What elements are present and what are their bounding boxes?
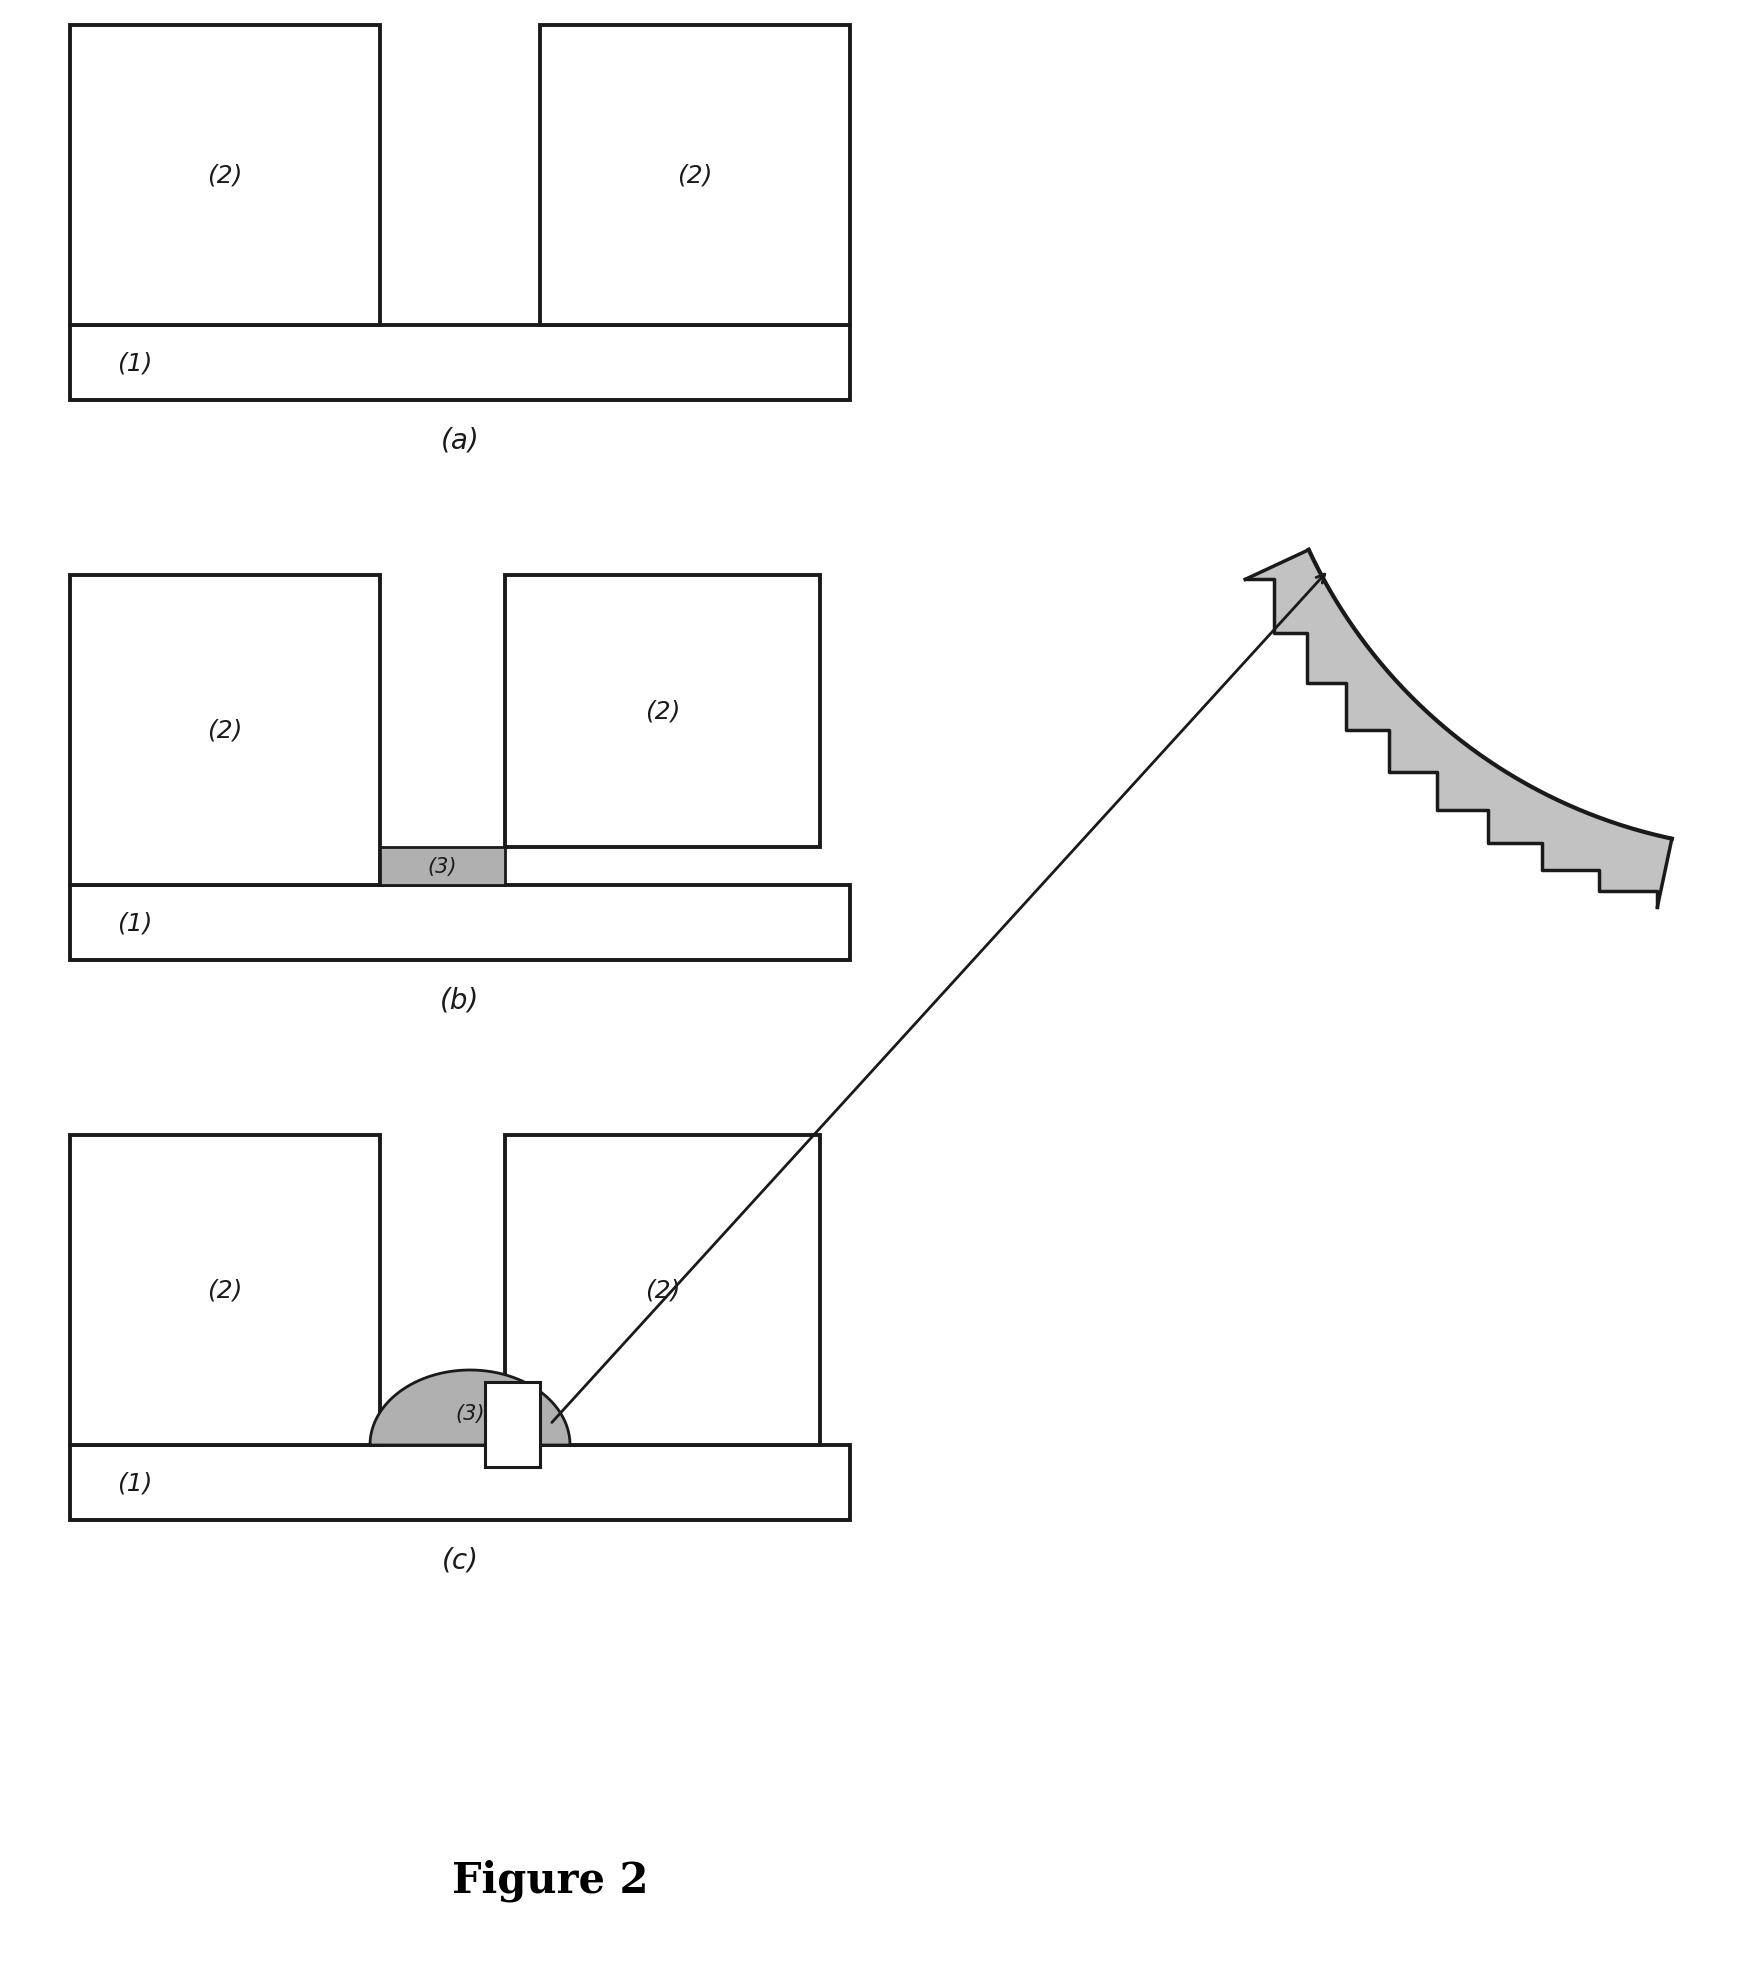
Text: (1): (1): [118, 1471, 153, 1495]
Bar: [70, 576, 380, 885]
Text: (2): (2): [677, 164, 712, 188]
Bar: [70, 327, 850, 400]
Bar: [70, 885, 850, 960]
Text: (b): (b): [440, 986, 480, 1014]
Text: (1): (1): [118, 911, 153, 935]
Text: (a): (a): [440, 428, 480, 455]
Text: (c): (c): [442, 1546, 478, 1574]
Text: (3): (3): [456, 1404, 485, 1424]
Bar: [70, 1445, 850, 1521]
Bar: [70, 26, 380, 327]
Polygon shape: [369, 1370, 570, 1445]
Polygon shape: [1245, 550, 1671, 907]
Bar: [540, 26, 850, 327]
Bar: [485, 1382, 540, 1467]
Text: (2): (2): [646, 699, 681, 723]
Bar: [70, 1135, 380, 1445]
Text: (2): (2): [646, 1279, 681, 1303]
Text: (1): (1): [118, 352, 153, 376]
Bar: [505, 1135, 820, 1445]
Text: (2): (2): [208, 1279, 243, 1303]
Bar: [380, 847, 505, 885]
Text: Figure 2: Figure 2: [452, 1859, 649, 1901]
Bar: [505, 576, 820, 847]
Text: (3): (3): [427, 857, 457, 877]
Text: (2): (2): [208, 164, 243, 188]
Text: (2): (2): [208, 719, 243, 742]
